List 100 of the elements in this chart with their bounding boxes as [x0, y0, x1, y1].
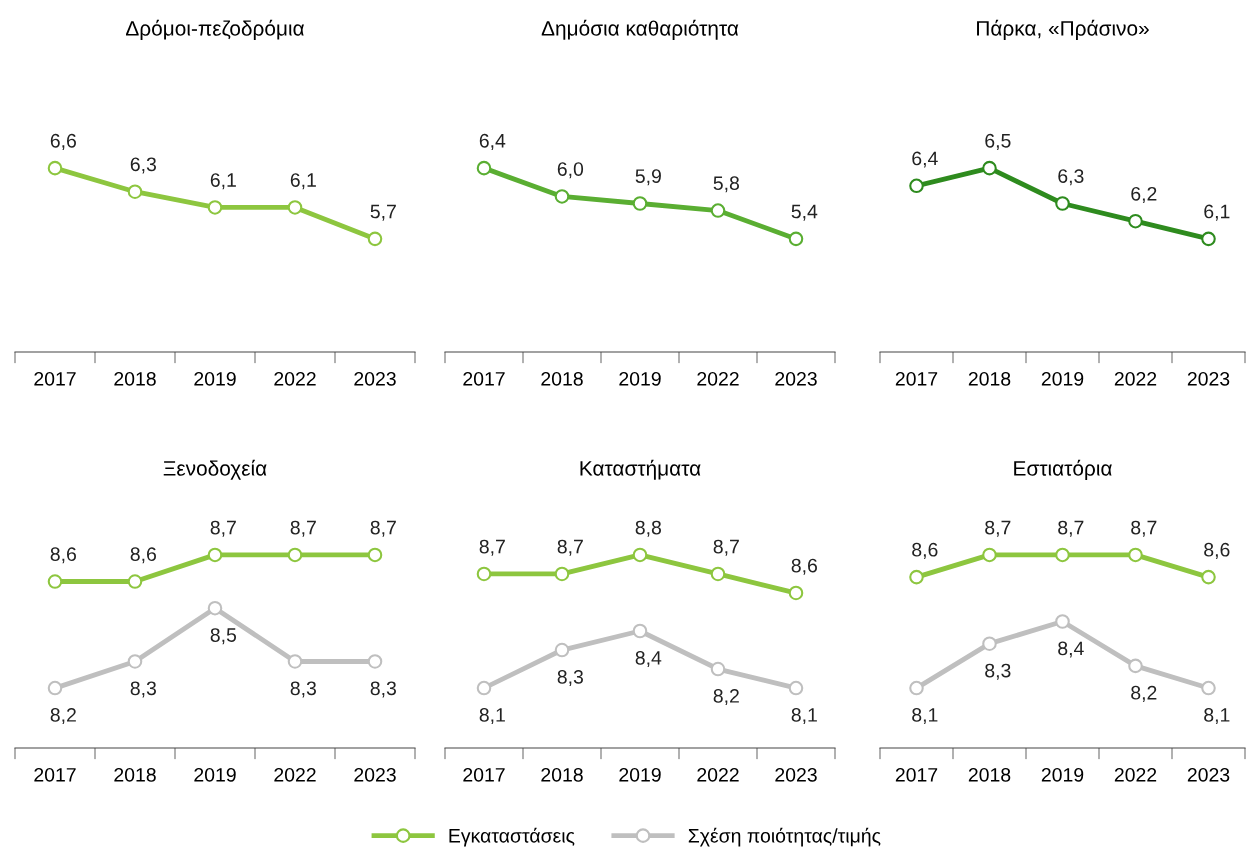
data-label: 8,1 [479, 708, 505, 725]
x-tick-label: 2018 [541, 371, 583, 386]
x-tick-label: 2023 [775, 371, 817, 386]
data-label: 8,7 [557, 539, 583, 556]
x-tick-label: 2019 [1041, 767, 1084, 782]
data-label: 8,7 [210, 520, 236, 537]
point [982, 547, 997, 563]
data-label: 8,6 [50, 547, 76, 564]
x-tick-label: 2023 [775, 767, 817, 782]
point [367, 654, 383, 669]
point [554, 189, 570, 204]
point [476, 160, 492, 176]
point [1128, 213, 1143, 229]
data-label: 8,6 [912, 542, 938, 559]
data-label: 6,1 [1204, 204, 1230, 221]
x-tick-label: 2022 [1114, 371, 1157, 386]
data-label: 6,4 [912, 151, 938, 168]
x-tick-label: 2022 [697, 371, 739, 386]
x-tick-label: 2017 [463, 371, 505, 386]
x-tick-label: 2018 [968, 767, 1011, 782]
data-label: 8,1 [791, 708, 817, 725]
data-label: 8,3 [370, 681, 396, 698]
data-label: 8,7 [985, 520, 1011, 537]
data-label: 8,7 [479, 539, 505, 556]
x-tick-label: 2017 [895, 371, 938, 386]
x-tick-label: 2018 [114, 371, 156, 386]
chart-title: Εστιατόρια [1014, 459, 1112, 480]
point [554, 642, 570, 658]
point [367, 547, 383, 563]
x-tick-label: 2019 [194, 371, 236, 386]
point [287, 200, 303, 215]
data-label: 6,4 [479, 133, 506, 150]
data-label: 8,6 [1204, 542, 1230, 559]
point [788, 585, 804, 601]
chart-title: Δημόσια καθαριότητα [541, 19, 739, 40]
data-label: 8,7 [1131, 520, 1157, 537]
point [632, 547, 648, 563]
chart-title: Ξενοδοχεία [163, 459, 267, 480]
chart-title: Πάρκα, «Πράσινο» [977, 19, 1149, 40]
point [632, 623, 648, 639]
point [1201, 231, 1216, 247]
data-label: 8,4 [1058, 641, 1084, 658]
point [1128, 658, 1143, 674]
chart-title: Δρόμοι-πεζοδρόμια [126, 19, 305, 40]
point [127, 654, 143, 669]
legend-label: Σχέση ποιότητας/τιμής [688, 827, 881, 847]
x-tick-label: 2019 [619, 371, 661, 386]
x-tick-label: 2017 [895, 767, 938, 782]
x-tick-label: 2017 [34, 767, 76, 782]
data-label: 8,2 [50, 708, 76, 725]
x-tick-label: 2022 [1114, 767, 1157, 782]
point [207, 547, 223, 563]
data-label: 8,1 [912, 708, 938, 725]
x-tick-label: 2022 [697, 767, 739, 782]
point [1128, 547, 1143, 563]
x-tick-label: 2022 [274, 767, 316, 782]
x-tick-label: 2017 [463, 767, 505, 782]
point [476, 680, 492, 696]
point [367, 231, 383, 247]
data-label: 8,8 [635, 520, 661, 537]
point [554, 566, 570, 582]
point [982, 160, 997, 176]
x-tick-label: 2018 [968, 371, 1011, 386]
point [47, 680, 63, 696]
data-label: 8,6 [791, 558, 817, 575]
x-tick-label: 2023 [354, 371, 396, 386]
data-label: 8,6 [130, 547, 156, 564]
x-tick-label: 2019 [1041, 371, 1084, 386]
x-tick-label: 2023 [354, 767, 396, 782]
x-tick-label: 2023 [1187, 767, 1230, 782]
data-label: 6,1 [210, 173, 236, 190]
point [207, 200, 223, 215]
data-label: 8,7 [290, 520, 316, 537]
data-label: 6,3 [130, 157, 156, 174]
x-tick-label: 2018 [541, 767, 583, 782]
data-label: 8,1 [1204, 708, 1230, 725]
data-label: 8,7 [370, 520, 396, 537]
point [632, 196, 648, 211]
point [1201, 680, 1216, 696]
data-label: 8,7 [1058, 520, 1084, 537]
point [909, 569, 924, 585]
data-label: 6,0 [557, 162, 584, 179]
point [710, 203, 726, 218]
x-tick-label: 2023 [1187, 371, 1230, 386]
data-label: 6,5 [985, 133, 1011, 150]
chart-title: Καταστήματα [580, 459, 701, 480]
point [1055, 547, 1070, 563]
legend-label: Εγκαταστάσεις [449, 827, 575, 847]
data-label: 6,1 [290, 173, 316, 190]
point [788, 680, 804, 696]
data-label: 8,2 [713, 689, 739, 706]
data-label: 6,3 [1058, 169, 1084, 186]
data-label: 6,6 [50, 133, 76, 150]
point [207, 600, 223, 616]
point [710, 661, 726, 677]
data-label: 8,7 [713, 539, 739, 556]
point [127, 574, 143, 589]
point [47, 160, 63, 176]
point [47, 574, 63, 589]
x-tick-label: 2022 [274, 371, 316, 386]
